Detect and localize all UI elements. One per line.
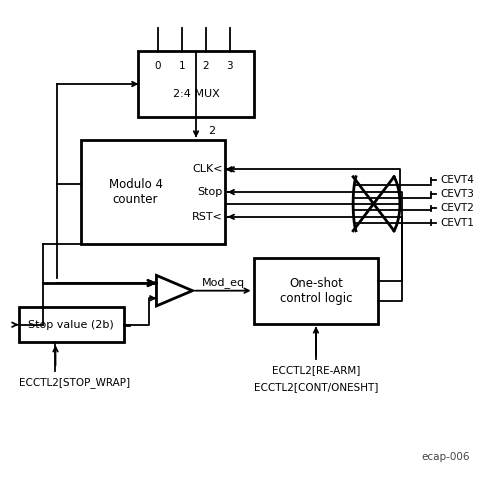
Bar: [81, 141, 225, 244]
Bar: [139, 51, 254, 117]
Text: 2:4 MUX: 2:4 MUX: [173, 89, 220, 99]
Text: RST<: RST<: [191, 212, 223, 222]
Text: One-shot
control logic: One-shot control logic: [280, 277, 352, 304]
Bar: [254, 258, 378, 324]
Text: ECCTL2[STOP_WRAP]: ECCTL2[STOP_WRAP]: [19, 377, 130, 388]
Text: ECCTL2[CONT/ONESHT]: ECCTL2[CONT/ONESHT]: [254, 382, 378, 392]
Text: CEVT4: CEVT4: [441, 175, 474, 185]
Text: 2: 2: [203, 61, 209, 71]
Text: ecap-006: ecap-006: [421, 452, 469, 462]
Text: Modulo 4
counter: Modulo 4 counter: [109, 178, 163, 206]
Text: 3: 3: [226, 61, 233, 71]
Text: CEVT1: CEVT1: [441, 217, 474, 228]
Text: 1: 1: [178, 61, 185, 71]
Text: ECCTL2[RE-ARM]: ECCTL2[RE-ARM]: [272, 366, 360, 376]
Text: CEVT3: CEVT3: [441, 189, 474, 199]
Text: 0: 0: [154, 61, 161, 71]
Text: Mod_eq: Mod_eq: [202, 277, 244, 288]
Text: 2: 2: [208, 126, 215, 136]
Text: CEVT2: CEVT2: [441, 204, 474, 214]
Text: CLK<: CLK<: [192, 164, 223, 174]
Text: Stop: Stop: [197, 187, 223, 197]
Bar: [19, 307, 124, 342]
Text: Stop value (2b): Stop value (2b): [28, 320, 114, 330]
